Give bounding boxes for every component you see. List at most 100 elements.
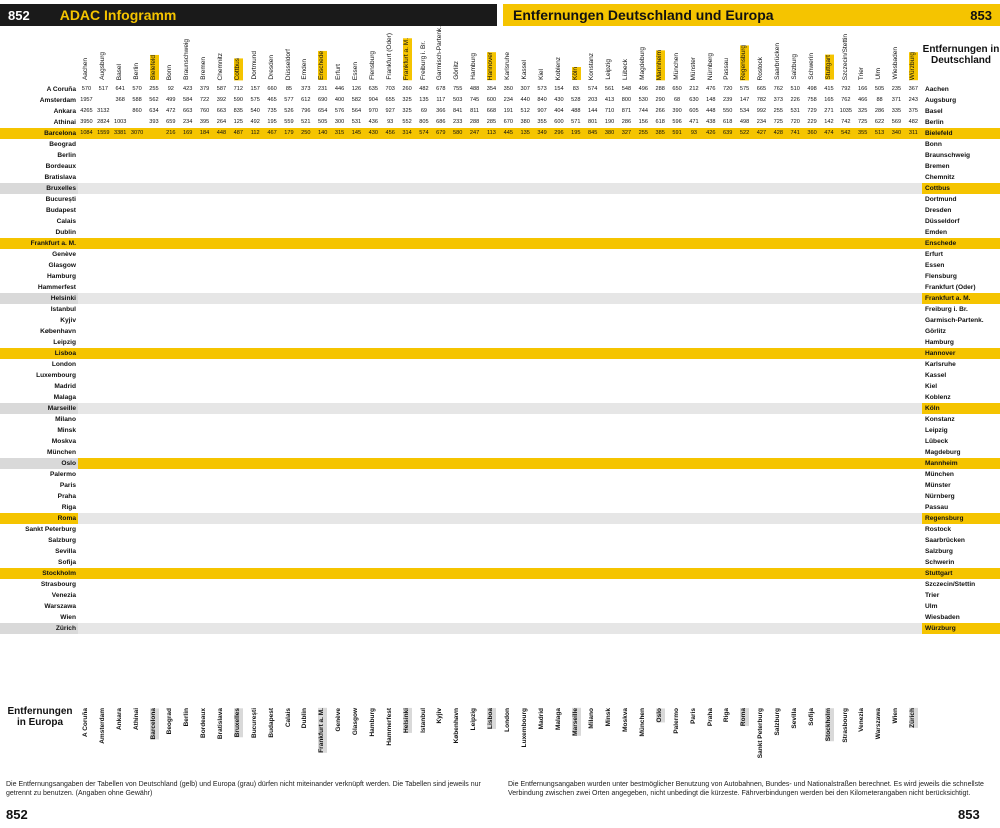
distance-cell xyxy=(95,216,112,227)
distance-cell xyxy=(551,194,568,205)
distance-cell xyxy=(584,150,601,161)
distance-cell xyxy=(281,238,298,249)
distance-cell: 577 xyxy=(284,97,294,103)
distance-cell xyxy=(669,458,686,469)
distance-cell xyxy=(466,502,483,513)
distance-cell xyxy=(551,205,568,216)
distance-cell xyxy=(247,678,264,689)
distance-cell xyxy=(78,601,95,612)
distance-cell xyxy=(686,491,703,502)
distance-cell xyxy=(162,194,179,205)
distance-cell xyxy=(331,689,348,700)
row-label-germany: Rostock xyxy=(925,526,952,533)
distance-cell xyxy=(736,524,753,535)
distance-cell xyxy=(230,150,247,161)
distance-cell xyxy=(770,502,787,513)
distance-cell: 125 xyxy=(233,119,243,125)
distance-cell xyxy=(264,513,281,524)
bottom-column-header: Athinai xyxy=(132,708,140,731)
distance-cell xyxy=(146,139,163,150)
distance-cell xyxy=(146,678,163,689)
distance-cell xyxy=(399,238,416,249)
distance-cell xyxy=(736,249,753,260)
distance-cell: 487 xyxy=(233,130,243,136)
row-label-europe: Hamburg xyxy=(47,273,76,280)
distance-cell xyxy=(719,205,736,216)
distance-cell xyxy=(314,458,331,469)
distance-cell xyxy=(449,150,466,161)
distance-cell xyxy=(213,205,230,216)
row-label-germany: Enschede xyxy=(922,238,1000,249)
distance-cell xyxy=(618,326,635,337)
distance-cell xyxy=(500,656,517,667)
distance-cell xyxy=(584,227,601,238)
distance-cell xyxy=(517,590,534,601)
column-header: Frankfurt (Oder) xyxy=(385,33,393,80)
distance-cell xyxy=(770,326,787,337)
distance-cell xyxy=(601,601,618,612)
distance-cell xyxy=(618,337,635,348)
distance-cell xyxy=(719,348,736,359)
distance-cell xyxy=(821,216,838,227)
bottom-column-header: Genève xyxy=(335,708,343,732)
distance-cell xyxy=(314,403,331,414)
distance-cell xyxy=(146,359,163,370)
distance-cell xyxy=(449,480,466,491)
distance-cell xyxy=(399,436,416,447)
distance-cell xyxy=(314,568,331,579)
distance-cell xyxy=(500,667,517,678)
distance-cell xyxy=(432,414,449,425)
distance-cell xyxy=(399,678,416,689)
distance-cell xyxy=(905,392,922,403)
distance-cell xyxy=(669,656,686,667)
distance-cell xyxy=(112,194,129,205)
distance-cell: 591 xyxy=(672,130,682,136)
distance-cell xyxy=(567,414,584,425)
distance-cell xyxy=(213,491,230,502)
row-label-europe: Istanbul xyxy=(50,306,76,313)
distance-cell xyxy=(584,458,601,469)
distance-cell xyxy=(416,183,433,194)
distance-cell xyxy=(534,381,551,392)
distance-cell xyxy=(669,304,686,315)
distance-cell xyxy=(264,161,281,172)
row-label-europe: Stockholm xyxy=(0,568,78,579)
distance-cell xyxy=(821,260,838,271)
distance-cell xyxy=(382,337,399,348)
distance-cell xyxy=(112,403,129,414)
distance-cell xyxy=(601,612,618,623)
distance-cell xyxy=(281,348,298,359)
distance-cell xyxy=(584,348,601,359)
distance-cell xyxy=(179,535,196,546)
distance-cell xyxy=(702,469,719,480)
distance-cell xyxy=(551,601,568,612)
distance-cell xyxy=(517,491,534,502)
distance-cell xyxy=(551,238,568,249)
distance-cell xyxy=(78,414,95,425)
distance-cell xyxy=(905,546,922,557)
distance-cell xyxy=(365,172,382,183)
distance-cell xyxy=(162,689,179,700)
distance-cell xyxy=(551,227,568,238)
distance-cell xyxy=(297,678,314,689)
distance-cell xyxy=(888,579,905,590)
distance-cell xyxy=(432,469,449,480)
distance-cell xyxy=(365,612,382,623)
distance-cell xyxy=(297,238,314,249)
column-header: Koblenz xyxy=(554,56,562,81)
distance-cell xyxy=(517,546,534,557)
distance-cell xyxy=(888,480,905,491)
distance-cell xyxy=(314,436,331,447)
distance-cell xyxy=(534,216,551,227)
distance-cell xyxy=(702,590,719,601)
distance-cell xyxy=(837,337,854,348)
distance-cell xyxy=(652,403,669,414)
row-label-germany: Bielefeld xyxy=(922,128,1000,139)
distance-cell xyxy=(399,414,416,425)
distance-cell xyxy=(112,667,129,678)
distance-cell xyxy=(247,216,264,227)
distance-cell: 235 xyxy=(891,86,902,92)
distance-cell xyxy=(466,546,483,557)
distance-cell xyxy=(551,480,568,491)
distance-cell xyxy=(804,546,821,557)
